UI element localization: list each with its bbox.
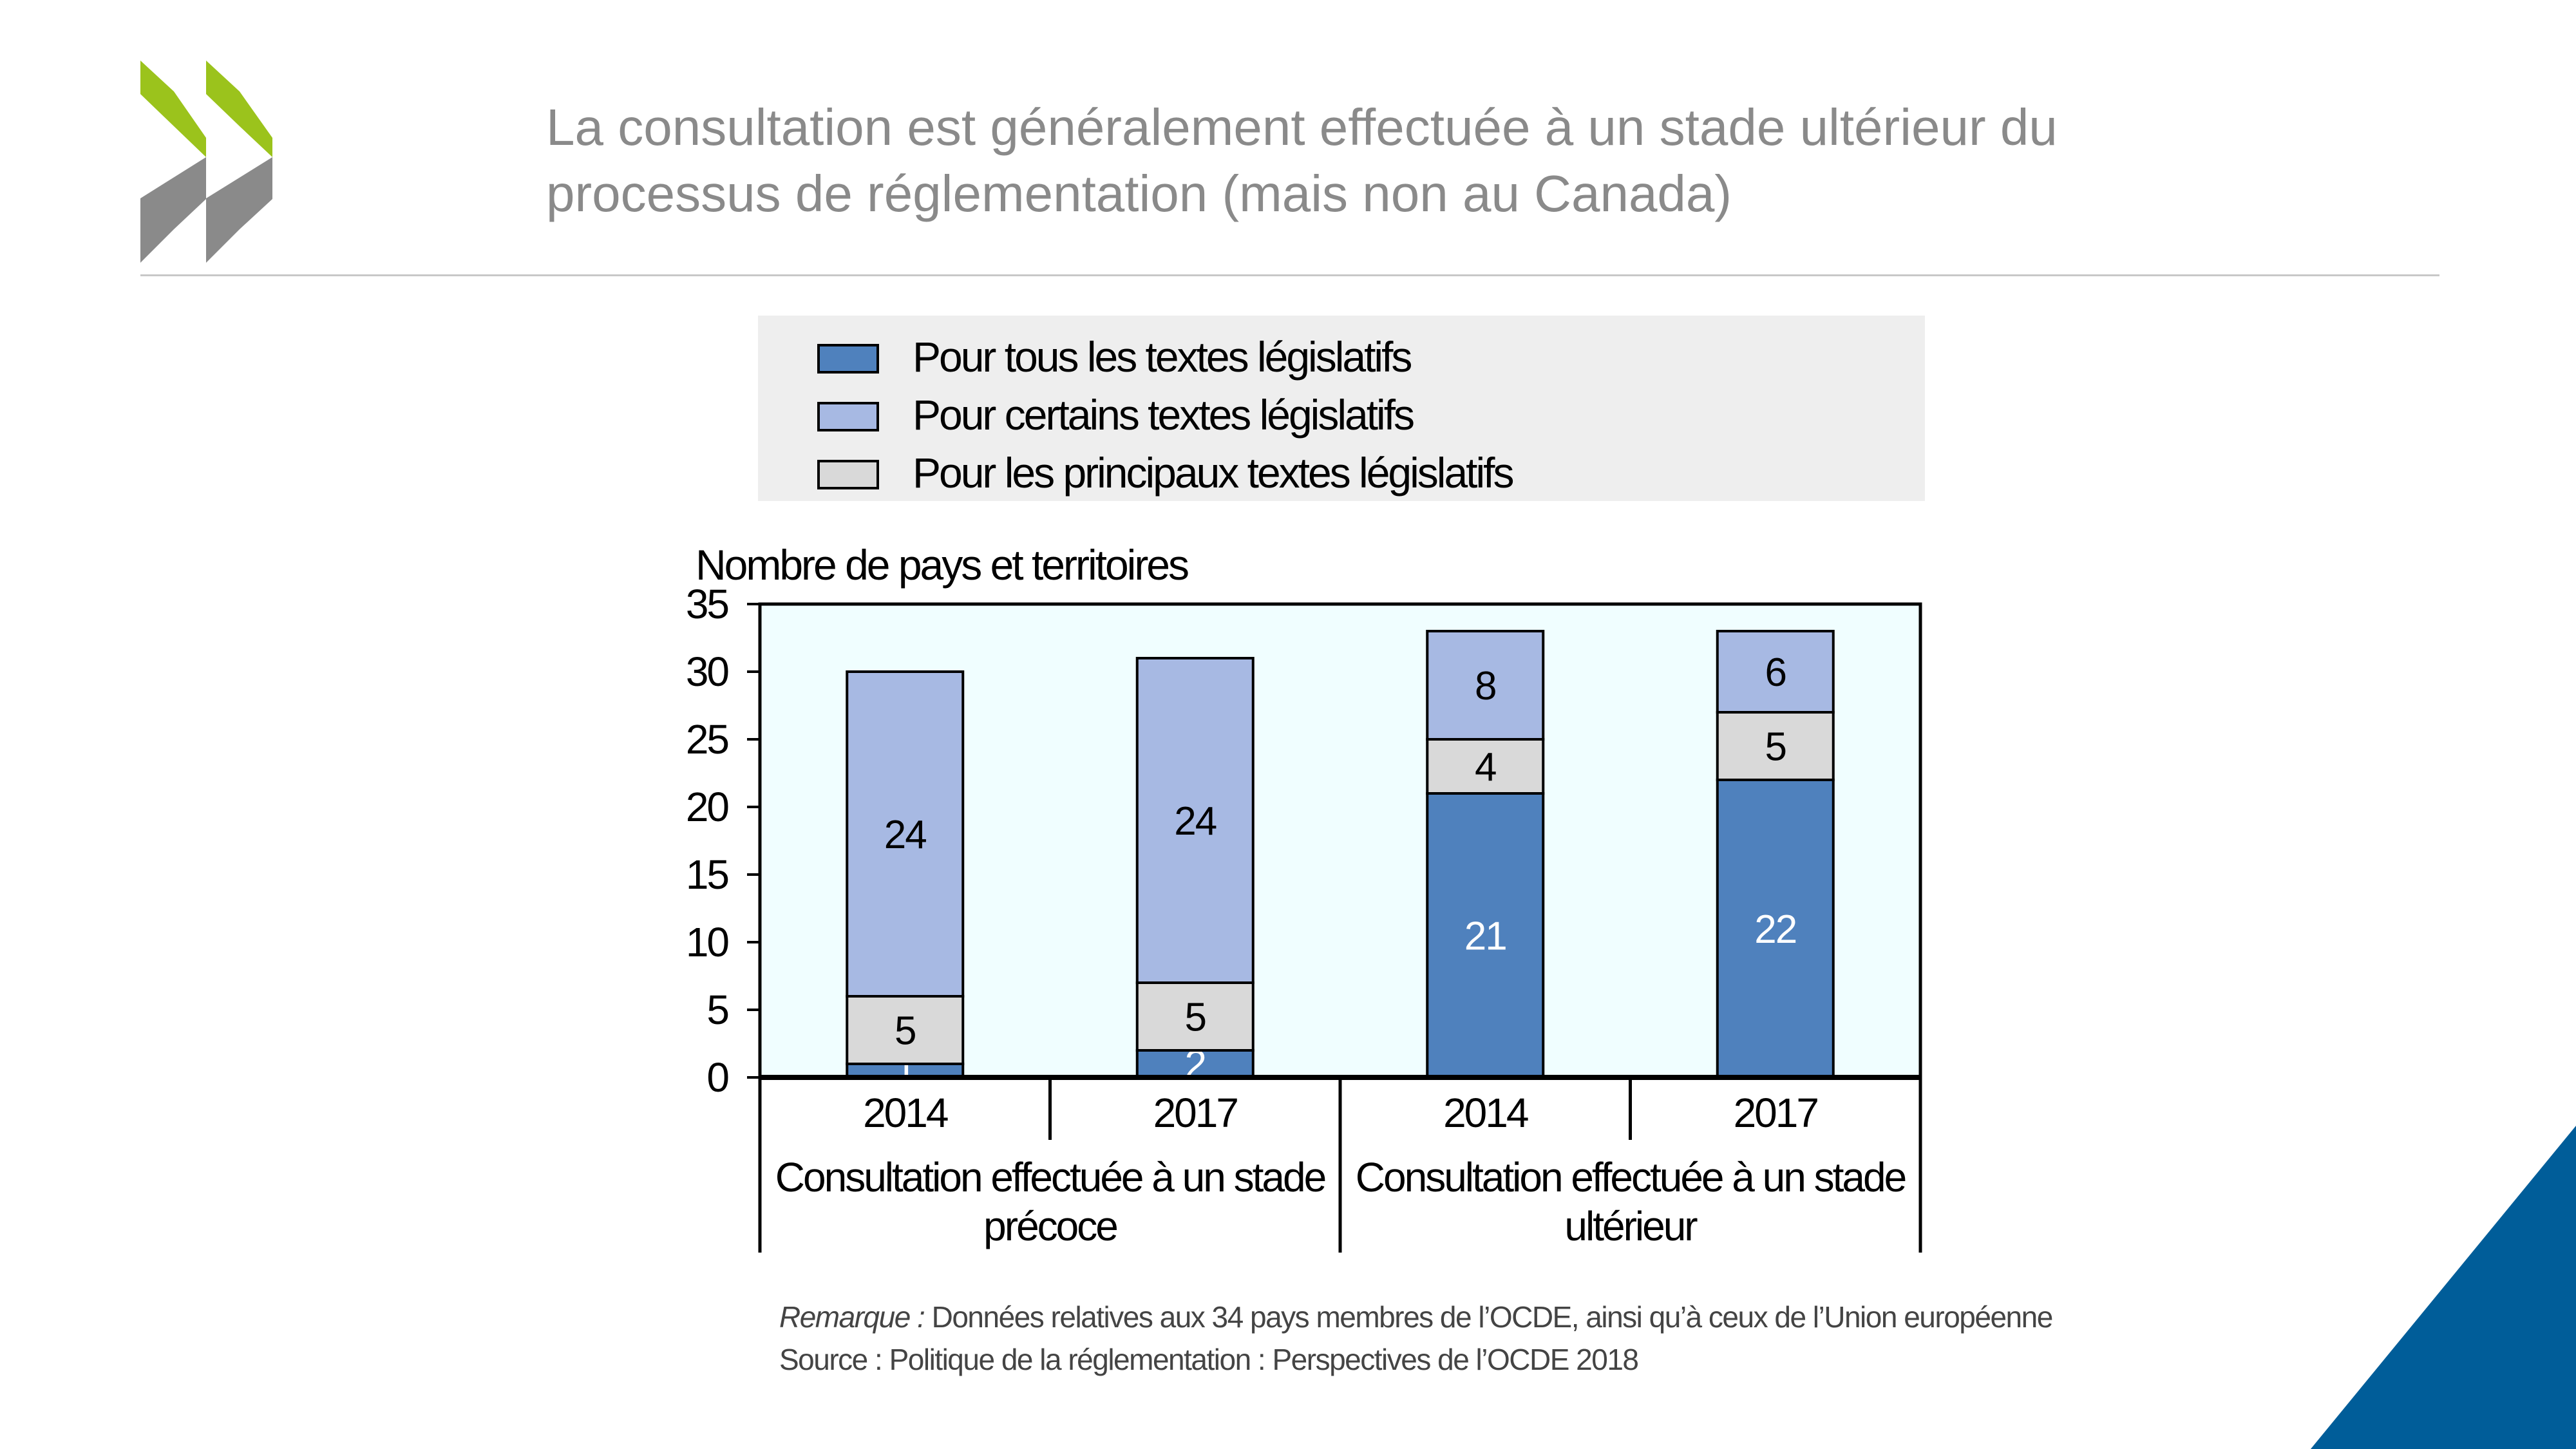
bar-data-label: 4 <box>1475 745 1496 790</box>
bar-data-label: 22 <box>1754 907 1796 952</box>
bar-data-label: 5 <box>1765 725 1786 770</box>
oecd-logo-icon <box>140 61 272 263</box>
x-tick-label: 2017 <box>1153 1090 1238 1136</box>
remark-line: Remarque : Données relatives aux 34 pays… <box>779 1296 2054 1338</box>
y-tick-label: 20 <box>686 784 729 830</box>
remark-text: Données relatives aux 34 pays membres de… <box>924 1300 2054 1334</box>
group-label: ultérieur <box>1564 1203 1698 1249</box>
group-label: précoce <box>983 1203 1117 1249</box>
bar-segment <box>1716 711 1835 781</box>
x-tick-label: 2014 <box>863 1090 948 1136</box>
y-tick-label: 35 <box>686 581 728 627</box>
page-title: La consultation est généralement effectu… <box>546 94 2414 227</box>
chart-legend: Pour tous les textes législatifs Pour ce… <box>758 316 1925 501</box>
legend-label-major: Pour les principaux textes législatifs <box>913 449 1514 497</box>
bar-segment <box>1716 630 1835 714</box>
legend-label-some: Pour certains textes législatifs <box>913 391 1415 439</box>
bar-segment <box>1135 657 1255 984</box>
bar-data-label: 6 <box>1765 650 1786 695</box>
x-tick-label: 2014 <box>1443 1090 1528 1136</box>
bar-data-label: 24 <box>1174 799 1216 844</box>
bar-data-label: 21 <box>1464 914 1506 959</box>
bar-segment <box>1426 630 1545 741</box>
title-divider <box>140 274 2439 276</box>
bar-segment <box>1426 738 1545 795</box>
legend-label-all: Pour tous les textes législatifs <box>913 333 1412 381</box>
bar-segment <box>1716 779 1835 1079</box>
bar-segment <box>846 670 965 998</box>
y-tick-label: 30 <box>686 649 729 695</box>
legend-swatch-all <box>817 344 879 374</box>
page-title-line-1: La consultation est généralement effectu… <box>546 99 2058 156</box>
bar-data-label: 24 <box>884 813 926 857</box>
bar-data-label: 5 <box>895 1009 915 1054</box>
y-tick-label: 25 <box>686 716 728 762</box>
chart-notes: Remarque : Données relatives aux 34 pays… <box>779 1296 2054 1381</box>
legend-swatch-some <box>817 402 879 431</box>
y-tick-label: 0 <box>706 1054 728 1101</box>
y-tick-label: 5 <box>706 987 728 1033</box>
bar-segment <box>1135 981 1255 1052</box>
y-tick-label: 10 <box>686 919 729 965</box>
source-line: Source : Politique de la réglementation … <box>779 1343 1639 1376</box>
y-tick-label: 15 <box>686 851 728 898</box>
page-title-line-2: processus de réglementation (mais non au… <box>546 165 1732 222</box>
remark-prefix: Remarque : <box>779 1300 925 1334</box>
bar-data-label: 5 <box>1185 996 1206 1040</box>
bar-segment <box>846 995 965 1065</box>
y-axis-label: Nombre de pays et territoires <box>696 541 1188 589</box>
bar-data-label: 8 <box>1475 664 1495 708</box>
group-label: Consultation effectuée à un stade <box>775 1154 1325 1200</box>
x-tick-label: 2017 <box>1734 1090 1818 1136</box>
group-label: Consultation effectuée à un stade <box>1356 1154 1906 1200</box>
legend-swatch-major <box>817 460 879 489</box>
